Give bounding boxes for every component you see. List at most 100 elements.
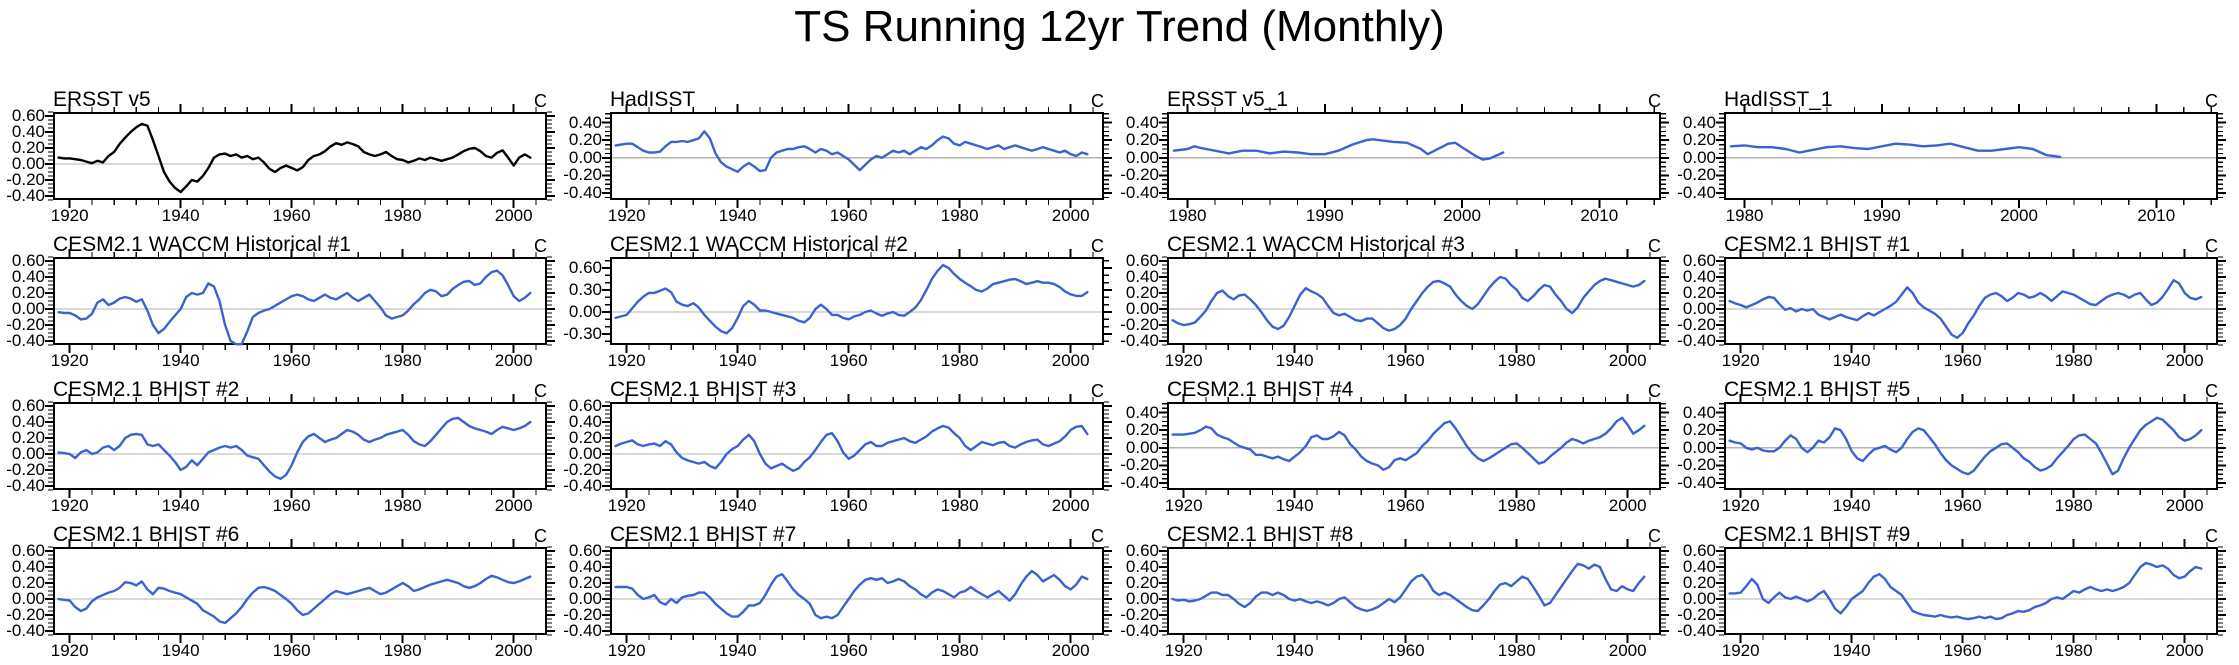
x-tick-label: 1980 [383,641,422,660]
panel-header: CESM2.1 WACCM Historical #3 C [1167,229,1661,255]
x-tick-label: 2000 [2165,496,2204,515]
y-tick-label: 0.60 [1125,541,1159,560]
y-tick-label: -0.20 [1677,455,1716,475]
panel-units-label: C [1648,526,1661,546]
plot-area: 0.60 0.40 0.20 0.00 -0.20 -0.40 1920 1940 1960 19… [6,104,555,224]
y-tick-label: -0.40 [1120,621,1159,640]
panel-title: CESM2.1 BHIST #4 [1167,378,1354,401]
panel-units-label: C [534,91,547,111]
x-tick-label: 1960 [272,496,311,515]
chart-panel: CESM2.1 BHIST #9 C 0.60 0.40 0.20 0.00 -0.20… [1672,519,2229,664]
y-tick-label: 0.40 [1125,112,1159,132]
y-tick-label: -0.40 [6,331,45,350]
y-tick-label: 0.20 [1125,420,1159,440]
panel-header: HadISST C [610,84,1104,110]
x-tick-label: 1940 [161,206,200,225]
chart-panel: CESM2.1 WACCM Historical #1 C 0.60 0.40 0.… [1,229,558,374]
x-tick-label: 1920 [1721,351,1760,370]
y-tick-label: -0.40 [1677,331,1716,350]
x-tick-label: 1940 [718,496,757,515]
panel-units-label: C [1648,236,1661,256]
plot-canvas [1159,249,1669,353]
y-tick-label: 0.60 [11,396,45,415]
y-tick-label: 0.20 [568,573,602,592]
x-tick-label: 1960 [829,641,868,660]
panel-units-label: C [2205,91,2218,111]
y-tick-label: 0.60 [568,257,602,277]
y-tick-label: 0.60 [11,106,45,125]
x-tick-label: 2000 [2165,351,2204,370]
x-tick-label: 2000 [1051,496,1090,515]
y-tick-label: -0.20 [1677,315,1716,334]
x-tick-label: 1920 [1164,351,1203,370]
y-tick-label: 0.00 [11,299,45,318]
x-tick-label: 1980 [940,351,979,370]
x-tick-label: 1940 [1832,641,1871,660]
plot-area: 0.40 0.20 0.00 -0.20 -0.40 1920 1940 1960 1980 20… [1677,394,2226,514]
plot-area: 0.60 0.40 0.20 0.00 -0.20 -0.40 1920 1940 1960 19… [563,394,1112,514]
x-tick-label: 2000 [494,641,533,660]
y-tick-label: 0.60 [568,396,602,415]
y-tick-label: 0.20 [1682,130,1716,150]
x-tick-label: 1980 [940,206,979,225]
y-tick-label: -0.20 [1120,605,1159,624]
y-tick-label: 0.20 [11,283,45,302]
x-tick-label: 1920 [607,206,646,225]
panel-units-label: C [534,526,547,546]
x-tick-label: 1940 [161,351,200,370]
y-tick-label: 0.20 [1125,573,1159,592]
y-tick-label: -0.20 [1120,165,1159,185]
x-tick-label: 1980 [1725,206,1764,225]
y-tick-label: -0.20 [563,605,602,624]
y-tick-label: 0.40 [1125,267,1159,286]
y-tick-label: -0.20 [1120,455,1159,475]
x-tick-label: 1980 [1497,496,1536,515]
x-tick-label: 2000 [1051,351,1090,370]
y-tick-label: -0.40 [1677,182,1716,202]
y-tick-label: 0.20 [11,573,45,592]
x-tick-label: 1920 [50,351,89,370]
chart-panel: CESM2.1 BHIST #5 C 0.40 0.20 0.00 -0.20 -0.4… [1672,374,2229,519]
chart-panel: CESM2.1 BHIST #1 C 0.60 0.40 0.20 0.00 -0.20… [1672,229,2229,374]
y-tick-label: 0.60 [11,251,45,270]
x-tick-label: 1960 [829,206,868,225]
y-tick-label: 0.40 [1125,402,1159,422]
y-tick-label: 0.40 [11,557,45,576]
panel-header: ERSST v5_1 C [1167,84,1661,110]
panel-units-label: C [2205,236,2218,256]
panel-units-label: C [534,381,547,401]
panel-units-label: C [1091,91,1104,111]
chart-panel: CESM2.1 WACCM Historical #2 C 0.60 0.30 0.… [558,229,1115,374]
y-tick-label: 0.60 [11,541,45,560]
x-tick-label: 2000 [494,351,533,370]
panel-title: HadISST_1 [1724,88,1833,111]
x-tick-label: 1920 [1164,641,1203,660]
y-tick-label: 0.00 [1125,589,1159,608]
y-tick-label: 0.00 [1682,589,1716,608]
plot-canvas [45,394,555,498]
panel-header: CESM2.1 BHIST #3 C [610,374,1104,400]
x-tick-label: 1920 [607,351,646,370]
y-tick-label: 0.60 [1125,251,1159,270]
y-tick-label: 0.40 [1682,267,1716,286]
figure-title: TS Running 12yr Trend (Monthly) [794,2,1445,51]
y-tick-label: -0.40 [1677,621,1716,640]
y-tick-label: -0.20 [6,460,45,479]
y-tick-label: 0.20 [1682,283,1716,302]
x-tick-label: 1960 [1386,496,1425,515]
y-tick-label: -0.40 [1120,472,1159,492]
plot-area: 0.60 0.40 0.20 0.00 -0.20 -0.40 1920 1940 1960 19… [6,249,555,369]
y-tick-label: 0.40 [1682,112,1716,132]
x-tick-label: 2000 [494,496,533,515]
x-tick-label: 1920 [50,641,89,660]
panel-units-label: C [2205,381,2218,401]
panel-title: CESM2.1 WACCM Historical #1 [53,233,351,256]
panel-title: CESM2.1 WACCM Historical #3 [1167,233,1465,256]
chart-panel: CESM2.1 BHIST #2 C 0.60 0.40 0.20 0.00 -0.20… [1,374,558,519]
panel-title: HadISST [610,88,696,111]
x-tick-label: 1920 [50,206,89,225]
x-tick-label: 1980 [1497,641,1536,660]
y-tick-label: 0.00 [11,589,45,608]
x-tick-label: 2000 [2000,206,2038,225]
y-tick-label: 0.20 [11,428,45,447]
